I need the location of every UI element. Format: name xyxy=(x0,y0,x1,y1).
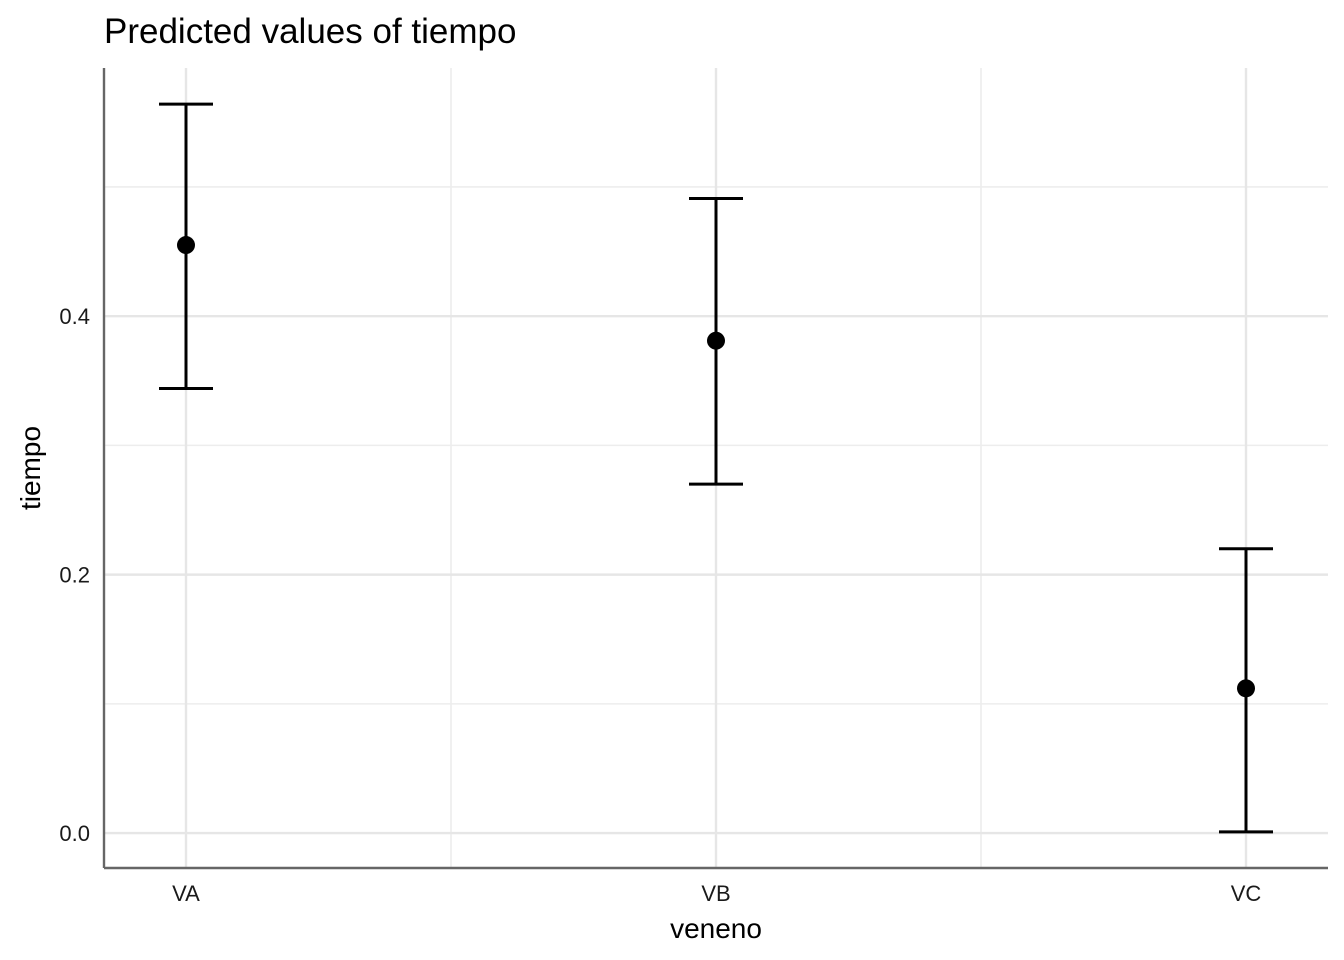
data-point xyxy=(177,236,195,255)
y-tick-label: 0.4 xyxy=(59,304,90,329)
x-tick-label: VA xyxy=(172,881,200,906)
x-tick-label: VC xyxy=(1231,881,1262,906)
data-point xyxy=(1237,679,1255,698)
y-tick-label: 0.2 xyxy=(59,563,90,588)
y-axis-title: tiempo xyxy=(15,426,46,510)
chart-title: Predicted values of tiempo xyxy=(104,12,516,51)
data-marks xyxy=(159,102,1273,834)
x-axis-title: veneno xyxy=(670,913,762,944)
grid xyxy=(104,68,1328,868)
data-point xyxy=(707,331,725,350)
axes xyxy=(102,68,1328,870)
ticks: 0.0 0.2 0.4 VA VB VC xyxy=(59,304,1261,906)
x-tick-label: VB xyxy=(701,881,730,906)
y-tick-label: 0.0 xyxy=(59,821,90,846)
